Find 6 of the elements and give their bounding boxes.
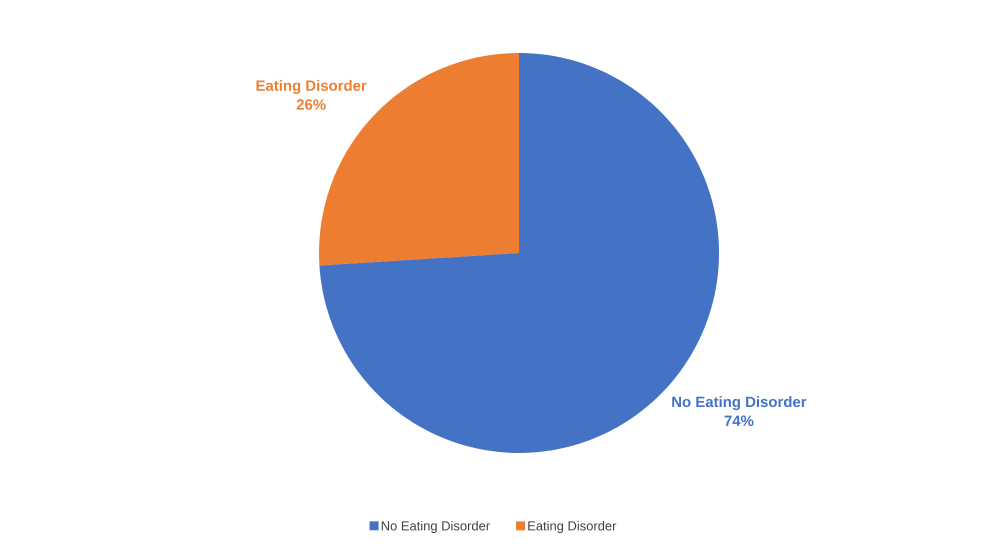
slice-label: No Eating Disorder (672, 396, 806, 410)
legend-label: Eating Disorder (528, 520, 616, 534)
legend-label: No Eating Disorder (382, 520, 490, 534)
data-label: 26% (296, 99, 326, 110)
slice-label: Eating Disorder (256, 80, 367, 94)
data-label: 74% (724, 416, 754, 426)
